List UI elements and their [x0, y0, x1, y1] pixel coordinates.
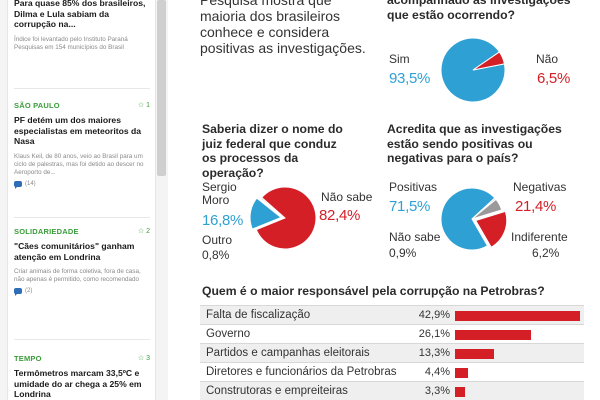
q3-indiferente-value: 6,2%: [532, 246, 560, 260]
comment-count[interactable]: (14): [14, 180, 150, 189]
divider: [14, 339, 150, 340]
row-bar: [455, 311, 580, 321]
divider: [14, 88, 150, 89]
q2-moro-label: Sergio Moro: [202, 180, 237, 207]
q3-nao-sabe-value: 0,9%: [389, 246, 417, 260]
divider: [14, 217, 150, 218]
q2-nao-sabe-value: 82,4%: [319, 207, 361, 224]
table-row: Falta de fiscalização 42,9%: [200, 305, 584, 324]
news-rank-value: 1: [146, 102, 150, 109]
table-row: Diretores e funcionários da Petrobras 4,…: [200, 362, 584, 381]
q1-no-label: Não: [536, 52, 559, 66]
row-value: 3,3%: [424, 385, 450, 397]
table-row: Construtoras e empreiteiras 3,3%: [200, 381, 584, 400]
q3-positivas-value: 71,5%: [389, 198, 431, 215]
news-summary: Klaus Keil, de 80 anos, veio ao Brasil p…: [14, 152, 144, 177]
q3-nao-sabe-label: Não sabe: [389, 230, 441, 244]
news-sidebar: Para quase 85% dos brasileiros, Dilma e …: [0, 0, 168, 400]
sidebar-scrollbar-thumb[interactable]: [157, 0, 166, 176]
row-value: 26,1%: [418, 328, 450, 340]
q2-outro-label: Outro: [202, 233, 233, 247]
news-headline[interactable]: "Cães comunitários" ganham atenção em Lo…: [14, 241, 135, 262]
q3-negativas-label: Negativas: [513, 180, 567, 194]
pie-slice-nao: [472, 51, 505, 71]
q1-question: acompanhado as investigações que estão o…: [387, 0, 571, 22]
q3-question: Acredita que as investigações estão send…: [387, 122, 562, 165]
comment-icon: [14, 180, 22, 189]
news-headline[interactable]: PF detém um dos maiores especialistas em…: [14, 115, 142, 146]
q2-nao-sabe-label: Não sabe: [321, 190, 373, 204]
q2-question: Saberia dizer o nome do juiz federal que…: [202, 122, 343, 180]
q2-pie-chart: [249, 186, 317, 250]
comment-count[interactable]: (2): [14, 287, 150, 296]
news-summary: Índice foi levantado pelo Instituto Para…: [14, 35, 128, 51]
responsibility-title: Quem é o maior responsável pela corrupçã…: [202, 284, 545, 298]
infographic-intro: Pesquisa mostra que maioria dos brasilei…: [200, 0, 366, 56]
news-item[interactable]: Solidariedade ☆ 2 "Cães comunitários" ga…: [14, 227, 150, 296]
news-item-top[interactable]: Para quase 85% dos brasileiros, Dilma e …: [14, 0, 150, 52]
table-row: Partidos e campanhas eleitorais 13,3%: [200, 343, 584, 362]
row-label: Construtoras e empreiteiras: [206, 385, 348, 397]
q3-positivas-label: Positivas: [389, 180, 438, 194]
row-value: 4,4%: [424, 366, 450, 378]
q3-indiferente-label: Indiferente: [511, 230, 568, 244]
news-rank: ☆ 1: [138, 101, 150, 109]
row-value: 42,9%: [418, 309, 450, 321]
news-category[interactable]: Tempo: [14, 354, 42, 363]
star-icon: ☆: [137, 355, 145, 362]
pie-slice-nao-sabe: [255, 186, 317, 250]
news-rank-value: 2: [146, 228, 150, 235]
star-icon: ☆: [137, 228, 145, 235]
row-label: Partidos e campanhas eleitorais: [206, 347, 370, 359]
table-row: Governo 26,1%: [200, 324, 584, 343]
q1-no-value: 6,5%: [537, 70, 570, 87]
q3-pie-chart: [440, 187, 508, 251]
row-label: Falta de fiscalização: [206, 309, 311, 321]
news-item[interactable]: Tempo ☆ 3 Termômetros marcam 33,5ºC e um…: [14, 354, 150, 400]
news-category[interactable]: Solidariedade: [14, 227, 79, 236]
news-summary: Criar animais de forma coletiva, fora de…: [14, 268, 141, 284]
row-bar: [455, 330, 532, 340]
pie-slice-positivas: [440, 187, 496, 251]
pie-slice-sergio-moro: [249, 197, 283, 230]
row-label: Diretores e funcionários da Petrobras: [206, 366, 397, 378]
news-rank: ☆ 3: [138, 354, 150, 362]
row-bar: [455, 349, 494, 359]
sidebar-gutter: [0, 0, 8, 400]
news-rank-value: 3: [146, 355, 150, 362]
pie-slice-indiferente: [471, 198, 503, 220]
news-rank: ☆ 2: [138, 227, 150, 235]
infographic: Pesquisa mostra que maioria dos brasilei…: [168, 0, 600, 400]
q2-moro-value: 16,8%: [202, 212, 244, 229]
q3-negativas-value: 21,4%: [515, 198, 557, 215]
row-bar: [455, 387, 465, 397]
news-headline[interactable]: Para quase 85% dos brasileiros, Dilma e …: [14, 0, 146, 29]
row-label: Governo: [206, 328, 251, 340]
news-category[interactable]: São Paulo: [14, 101, 60, 110]
row-value: 13,3%: [418, 347, 450, 359]
comment-icon: [14, 287, 22, 296]
q1-yes-value: 93,5%: [389, 70, 431, 87]
comment-count-value: (2): [25, 287, 33, 294]
star-icon: ☆: [137, 102, 145, 109]
q1-pie-chart: [440, 37, 506, 103]
responsibility-table: Falta de fiscalização 42,9% Governo 26,1…: [200, 305, 584, 400]
comment-count-value: (14): [25, 180, 36, 187]
pie-slice-negativas: [474, 210, 508, 248]
q2-outro-value: 0,8%: [202, 248, 230, 262]
news-item[interactable]: São Paulo ☆ 1 PF detém um dos maiores es…: [14, 101, 150, 189]
row-bar: [455, 368, 468, 378]
q1-yes-label: Sim: [389, 52, 410, 66]
news-headline[interactable]: Termômetros marcam 33,5ºC e umidade do a…: [14, 368, 142, 399]
